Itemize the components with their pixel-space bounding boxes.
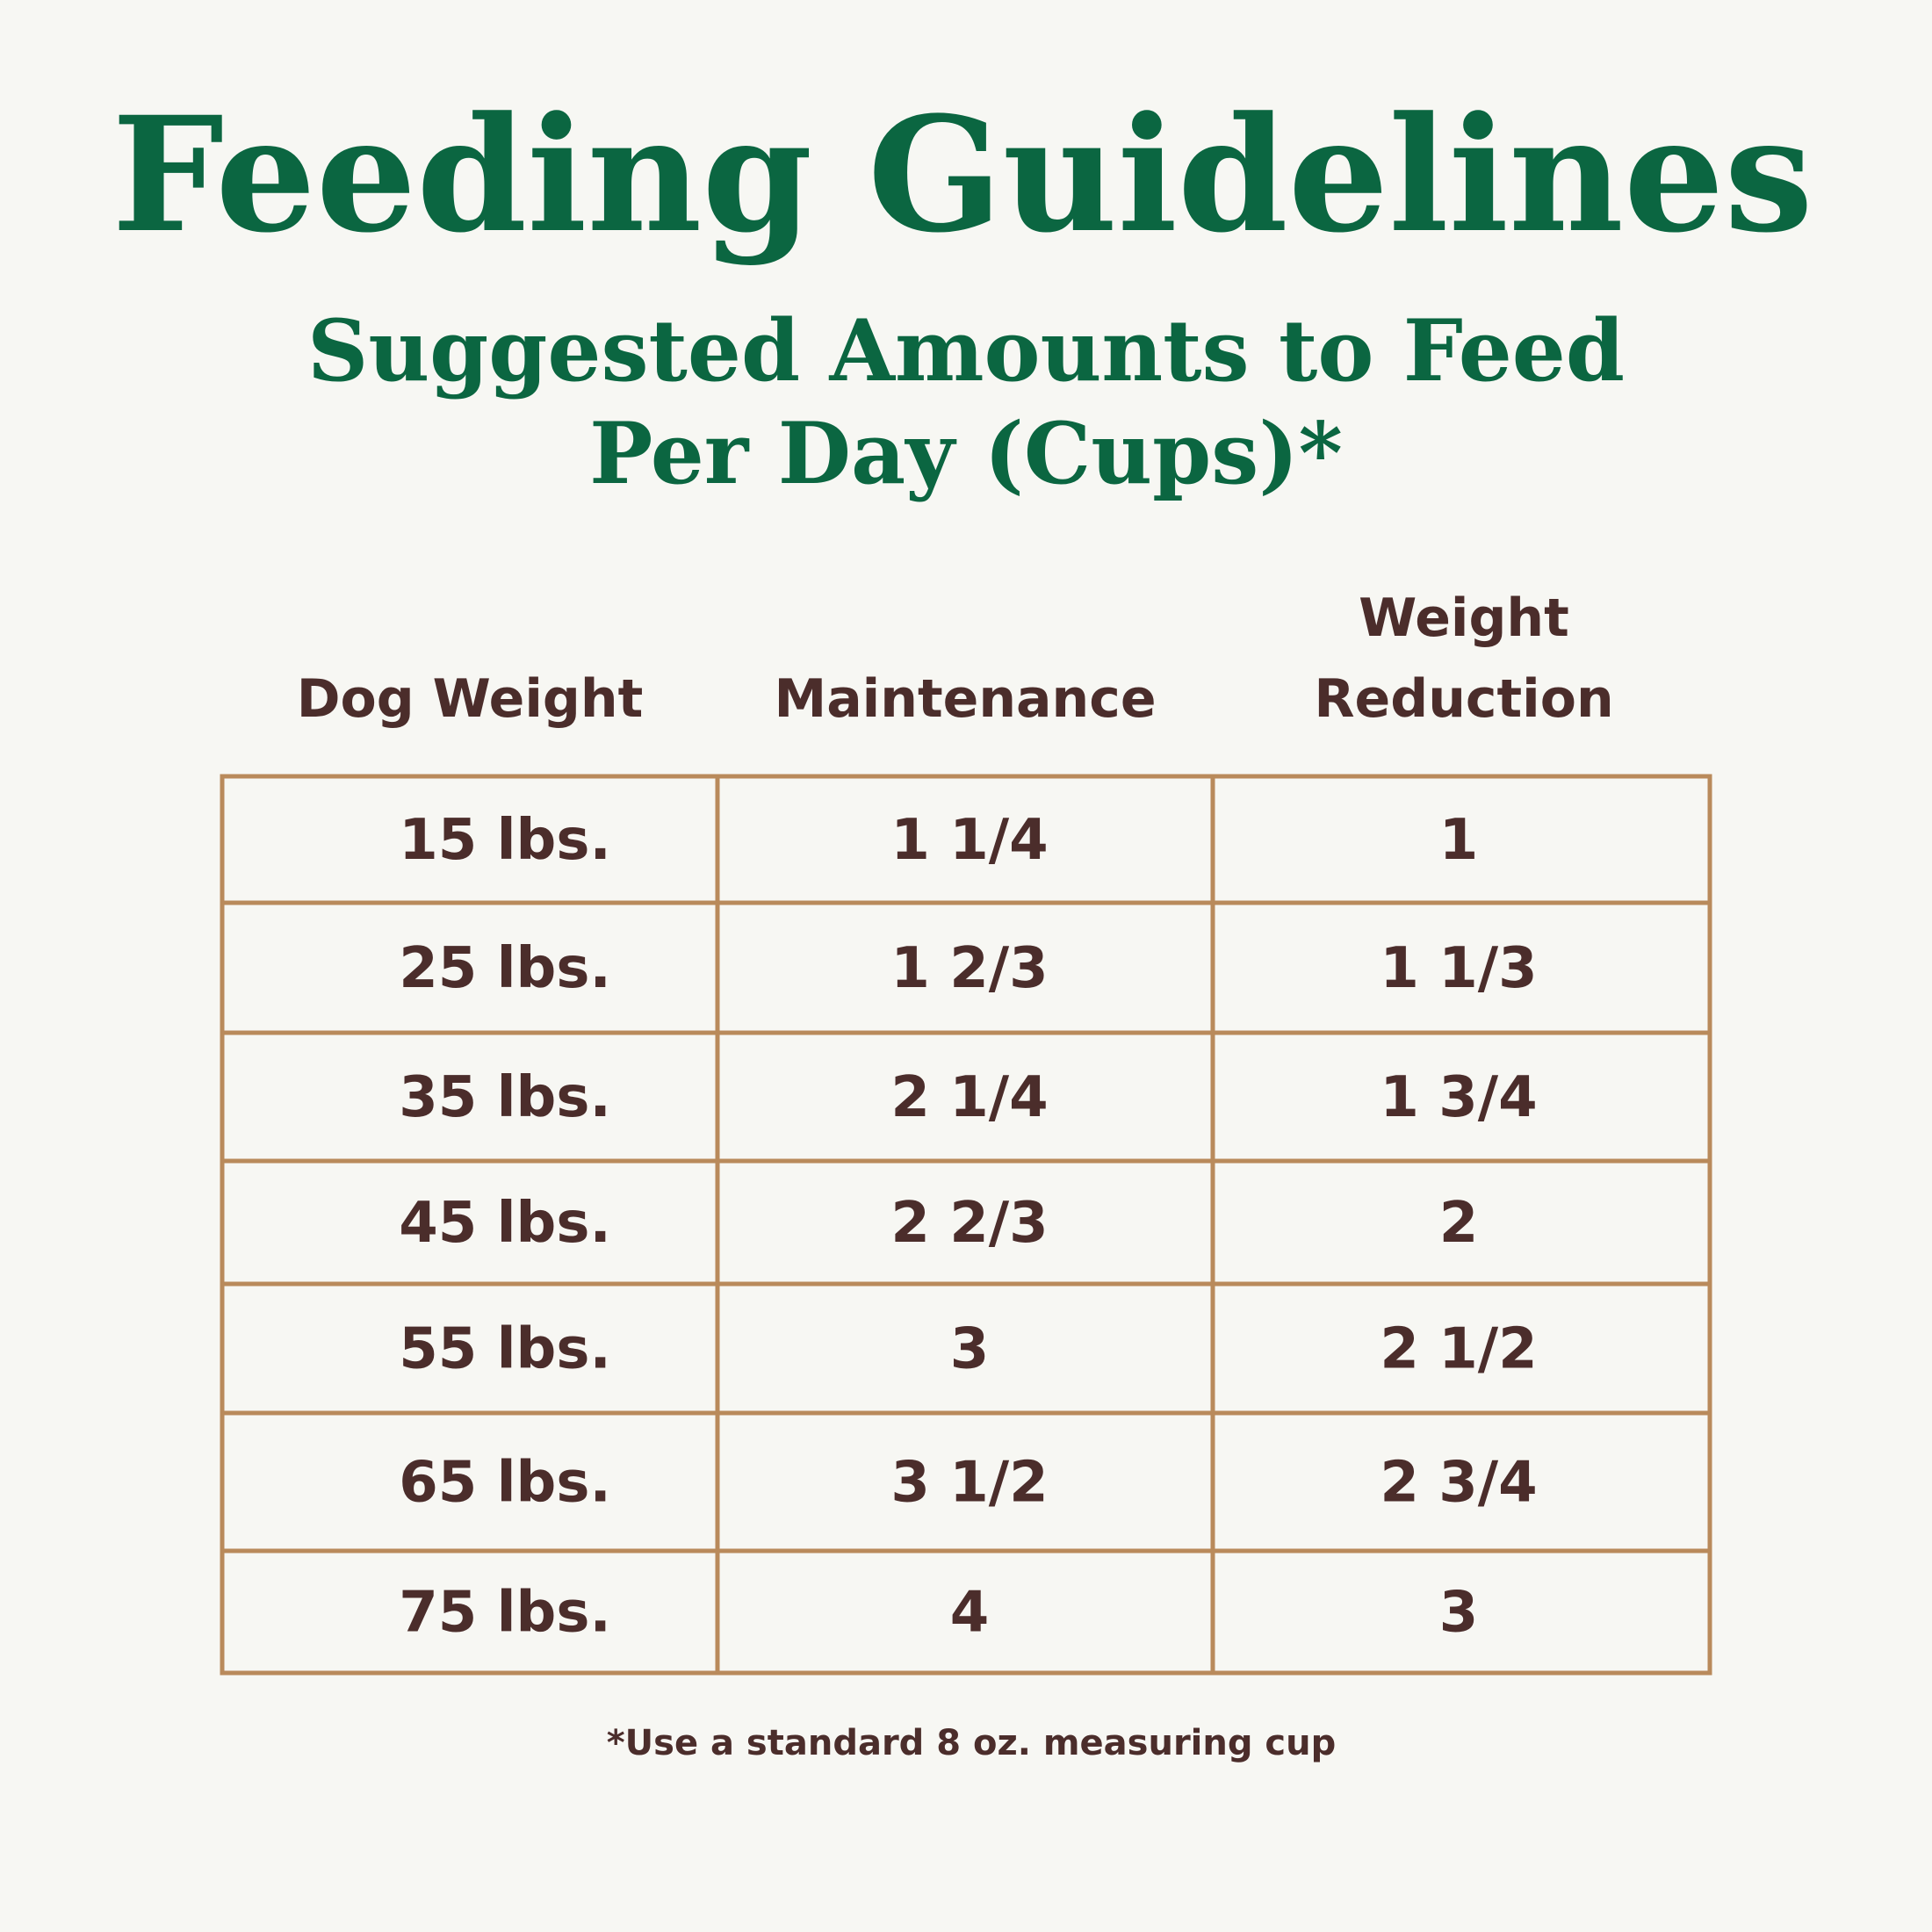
- column-header: Dog Weight: [297, 668, 644, 730]
- subtitle: Suggested Amounts to Feed: [307, 301, 1625, 400]
- cell: 55 lbs.: [399, 1317, 611, 1382]
- table: Dog Weight Maintenance Weight Reduction 15 l…: [220, 588, 1712, 1676]
- column-header: Maintenance: [774, 668, 1156, 730]
- cell: 45 lbs.: [399, 1191, 611, 1256]
- cell: 15 lbs.: [399, 808, 611, 873]
- cell: 4: [950, 1581, 990, 1646]
- cell: 2 2/3: [890, 1191, 1048, 1256]
- cell: 75 lbs.: [399, 1581, 611, 1646]
- cell: 2 3/4: [1380, 1451, 1537, 1516]
- cell: 35 lbs.: [399, 1065, 611, 1130]
- cell: 1 3/4: [1380, 1065, 1537, 1130]
- cell: 3: [1439, 1581, 1479, 1646]
- cell: 2 1/4: [890, 1065, 1048, 1130]
- column-header: Weight: [1359, 588, 1569, 649]
- cell: 1: [1439, 808, 1479, 873]
- subtitle: Per Day (Cups)*: [589, 404, 1343, 503]
- cell: 1 1/3: [1380, 936, 1537, 1001]
- cell: 1 2/3: [890, 936, 1048, 1001]
- cell: 3 1/2: [890, 1451, 1048, 1516]
- cell: 2 1/2: [1380, 1317, 1537, 1382]
- column-header: Reduction: [1314, 668, 1613, 730]
- cell: 25 lbs.: [399, 936, 611, 1001]
- footnote: *Use a standard 8 oz. measuring cup: [607, 1723, 1337, 1763]
- cell: 2: [1439, 1191, 1479, 1256]
- title: Feeding Guidelines: [112, 83, 1813, 268]
- cell: 3: [950, 1317, 990, 1382]
- cell: 65 lbs.: [399, 1451, 611, 1516]
- cell: 1 1/4: [890, 808, 1048, 873]
